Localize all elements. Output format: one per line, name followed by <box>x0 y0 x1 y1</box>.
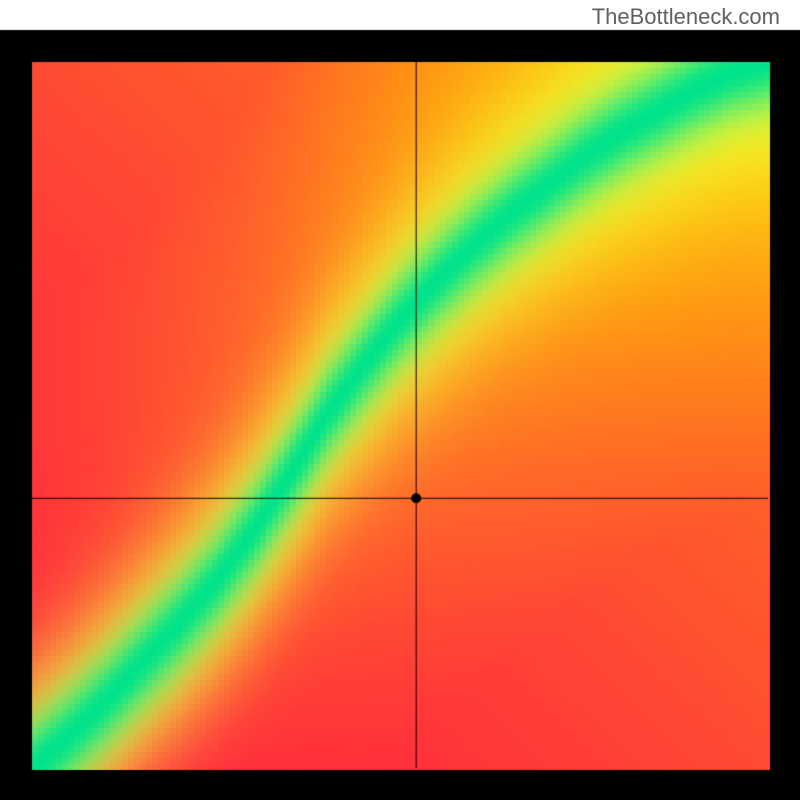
bottleneck-heatmap <box>0 0 800 800</box>
watermark-text: TheBottleneck.com <box>592 4 780 30</box>
chart-container: TheBottleneck.com <box>0 0 800 800</box>
